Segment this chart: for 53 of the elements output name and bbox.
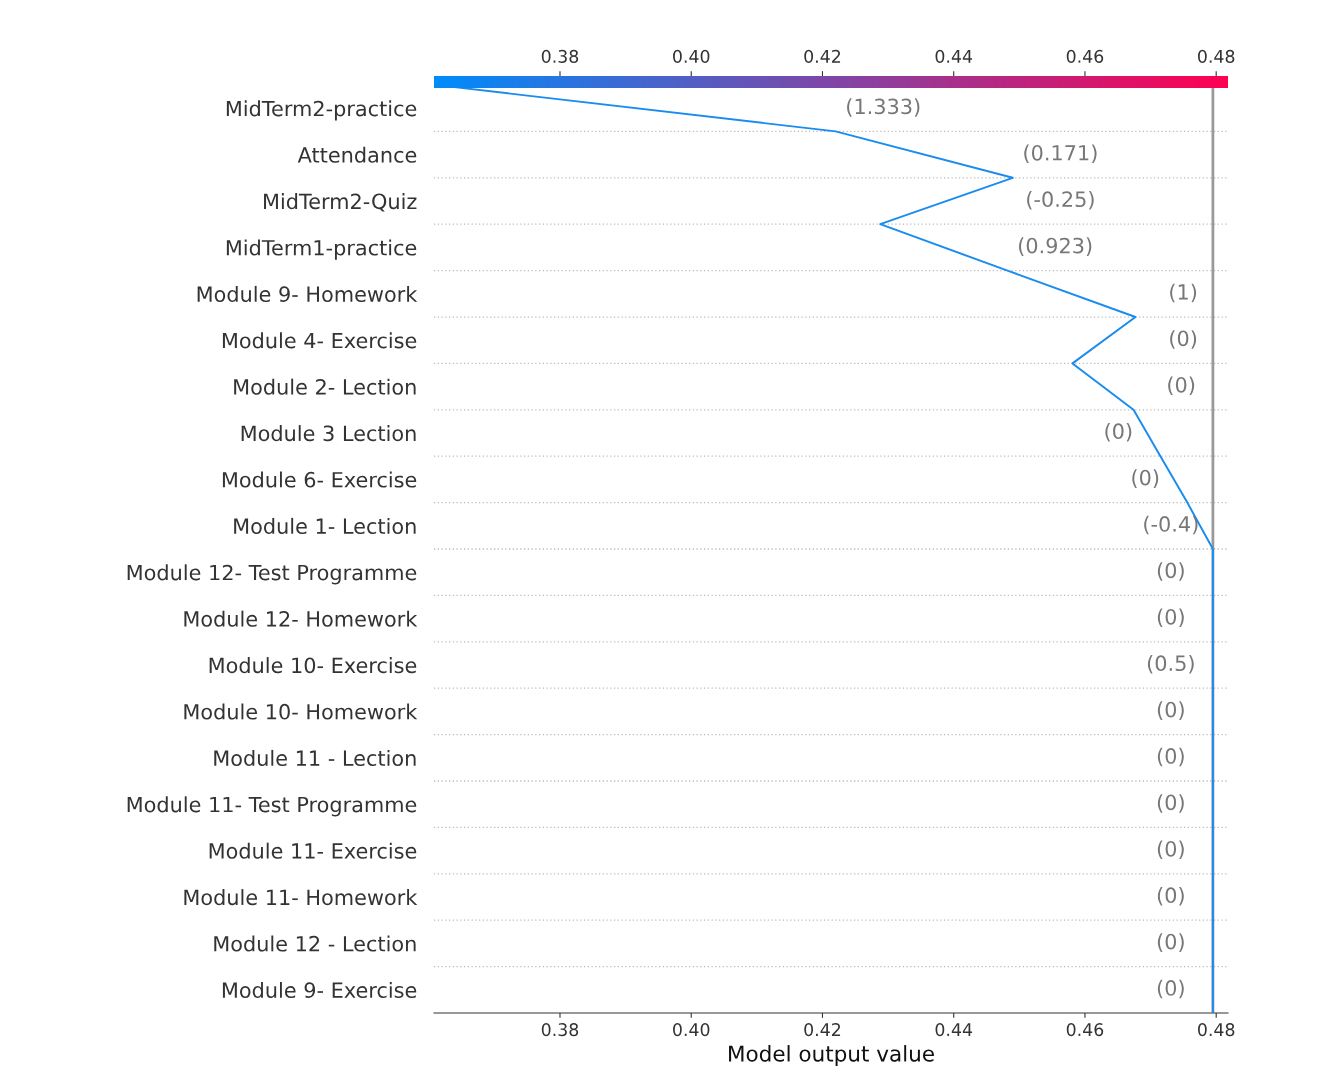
y-tick-label: Module 6- Exercise [222,471,417,488]
y-tick-label: Module 12- Test Programme [127,564,417,585]
annotation: (-0.25) [1027,190,1094,210]
y-tick-label: Module 12- Homework [184,610,418,627]
color-bar-label: 0.38 [541,49,579,63]
x-tick-label: 0.46 [1066,1023,1104,1037]
y-tick-label: Module 3 Lection [241,425,416,442]
x-tick-label: 0.48 [1198,1023,1235,1037]
y-tick-label: Module 11- Homework [184,889,418,906]
color-bar-label: 0.48 [1198,49,1235,63]
annotation: (0) [1132,469,1159,488]
x-tick-label: 0.44 [935,1023,973,1037]
annotation: (1) [1170,283,1197,303]
annotation: (0) [1157,979,1184,999]
annotation: (1.333) [847,98,920,117]
y-tick-label: MidTerm1-practice [226,239,417,260]
x-axis-title: Model output value [729,1045,934,1066]
annotation: (0) [1157,701,1184,720]
x-tick-label: 0.38 [541,1023,579,1037]
annotation: (0) [1157,747,1184,767]
annotation: (-0.4) [1144,515,1198,535]
y-tick-label: Module 10- Exercise [209,657,417,674]
y-tick-label: Module 12 - Lection [214,935,416,952]
y-tick-label: Attendance [297,146,417,163]
annotation: (0) [1157,933,1184,952]
y-tick-label: Module 2- Lection [234,378,416,395]
y-tick-label: Module 11- Exercise [209,842,417,859]
annotation: (0) [1168,376,1195,396]
annotation: (0) [1157,794,1184,813]
x-tick-label: 0.42 [804,1023,841,1037]
annotation: (0.923) [1019,237,1092,256]
annotation: (0) [1105,422,1132,442]
y-tick-label: Module 10- Homework [184,703,418,720]
y-tick-label: Module 4- Exercise [222,332,417,349]
y-tick-label: Module 9- Exercise [222,981,417,999]
y-tick-label: Module 11 - Lection [214,749,416,767]
color-bar-label: 0.40 [673,49,710,63]
color-bar-label: 0.42 [804,49,841,63]
y-tick-label: Module 11- Test Programme [127,796,417,817]
annotation: (0) [1157,886,1184,906]
annotation: (0) [1157,608,1184,628]
y-tick-label: MidTerm2-Quiz [264,193,417,212]
annotation: (0) [1157,562,1184,581]
color-bar-label: 0.46 [1066,49,1104,63]
annotation: (0.171) [1024,144,1097,164]
annotation: (0) [1170,330,1197,349]
y-tick-label: Module 9- Homework [197,285,418,303]
annotation: (0.5) [1147,654,1194,674]
y-tick-label: MidTerm2-practice [226,100,417,121]
x-tick-label: 0.40 [673,1023,710,1037]
y-tick-label: Module 1- Lection [234,517,416,535]
color-bar-label: 0.44 [935,49,973,63]
annotation: (0) [1157,840,1184,860]
